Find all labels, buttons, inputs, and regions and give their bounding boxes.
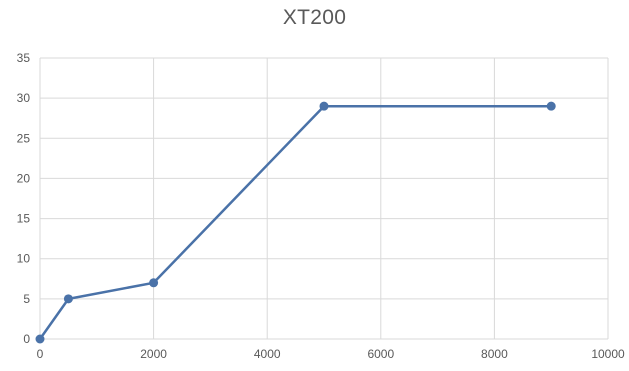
- y-tick-label: 30: [17, 91, 31, 105]
- chart-title: XT200: [282, 6, 347, 29]
- y-tick-label: 35: [17, 51, 31, 65]
- y-tick-label: 0: [23, 332, 30, 346]
- x-tick-label: 0: [37, 347, 44, 361]
- x-tick-label: 8000: [481, 347, 508, 361]
- x-tick-label: 6000: [367, 347, 394, 361]
- y-tick-label: 20: [17, 171, 31, 185]
- data-point: [319, 101, 329, 111]
- data-point: [35, 334, 45, 344]
- data-point: [149, 278, 159, 288]
- x-tick-label: 4000: [254, 347, 281, 361]
- y-tick-label: 5: [23, 292, 30, 306]
- x-tick-label: 10000: [591, 347, 625, 361]
- data-point: [63, 294, 73, 304]
- y-tick-label: 10: [17, 252, 31, 266]
- series-line: [38, 104, 552, 340]
- x-tick-label: 2000: [140, 347, 167, 361]
- y-tick-label: 15: [17, 212, 31, 226]
- y-tick-label: 25: [17, 131, 31, 145]
- data-point: [546, 101, 556, 111]
